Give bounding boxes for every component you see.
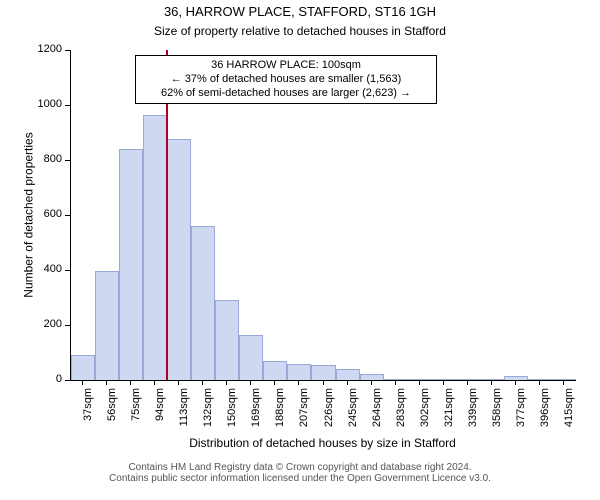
histogram-bar (95, 271, 119, 380)
y-tick-label: 0 (28, 373, 62, 385)
footer-attribution: Contains HM Land Registry data © Crown c… (0, 462, 600, 484)
histogram-bar (119, 149, 143, 380)
x-tick-label: 94sqm (154, 388, 166, 421)
x-tick-mark (130, 380, 131, 385)
x-tick-mark (371, 380, 372, 385)
x-tick-label: 302sqm (419, 388, 431, 427)
x-tick-label: 150sqm (226, 388, 238, 427)
x-tick-label: 321sqm (443, 388, 455, 427)
footer-line-2: Contains public sector information licen… (0, 473, 600, 484)
y-tick-mark (65, 270, 70, 271)
x-tick-mark (82, 380, 83, 385)
y-tick-mark (65, 50, 70, 51)
y-tick-label: 200 (28, 318, 62, 330)
x-tick-mark (298, 380, 299, 385)
x-tick-mark (491, 380, 492, 385)
x-tick-label: 396sqm (539, 388, 551, 427)
annotation-line-2: ← 37% of detached houses are smaller (1,… (142, 73, 430, 87)
x-tick-mark (202, 380, 203, 385)
x-tick-label: 339sqm (467, 388, 479, 427)
x-tick-mark (347, 380, 348, 385)
histogram-bar (71, 355, 95, 380)
x-tick-label: 56sqm (106, 388, 118, 421)
x-tick-label: 169sqm (250, 388, 262, 427)
x-tick-label: 377sqm (515, 388, 527, 427)
x-tick-mark (226, 380, 227, 385)
y-tick-label: 1200 (28, 43, 62, 55)
y-tick-mark (65, 215, 70, 216)
x-tick-label: 415sqm (563, 388, 575, 427)
x-tick-mark (106, 380, 107, 385)
y-tick-mark (65, 325, 70, 326)
histogram-bar (311, 365, 335, 380)
y-tick-label: 800 (28, 153, 62, 165)
y-tick-label: 600 (28, 208, 62, 220)
x-tick-label: 75sqm (130, 388, 142, 421)
x-tick-mark (515, 380, 516, 385)
x-tick-mark (539, 380, 540, 385)
histogram-bar (263, 361, 287, 380)
annotation-box: 36 HARROW PLACE: 100sqm ← 37% of detache… (135, 55, 437, 104)
histogram-bar (143, 115, 167, 380)
y-tick-mark (65, 160, 70, 161)
x-tick-label: 283sqm (395, 388, 407, 427)
x-tick-mark (443, 380, 444, 385)
x-tick-mark (323, 380, 324, 385)
histogram-bar (336, 369, 360, 380)
footer-line-1: Contains HM Land Registry data © Crown c… (0, 462, 600, 473)
x-tick-label: 132sqm (202, 388, 214, 427)
chart-title-line2: Size of property relative to detached ho… (0, 24, 600, 38)
x-tick-label: 264sqm (371, 388, 383, 427)
y-tick-mark (65, 105, 70, 106)
histogram-bar (191, 226, 215, 380)
y-tick-mark (65, 380, 70, 381)
x-tick-mark (395, 380, 396, 385)
histogram-bar (215, 300, 239, 380)
x-tick-mark (178, 380, 179, 385)
chart-title-line1: 36, HARROW PLACE, STAFFORD, ST16 1GH (0, 4, 600, 19)
x-tick-label: 358sqm (491, 388, 503, 427)
x-tick-mark (250, 380, 251, 385)
x-tick-label: 226sqm (323, 388, 335, 427)
annotation-line-1: 36 HARROW PLACE: 100sqm (142, 59, 430, 73)
y-tick-label: 1000 (28, 98, 62, 110)
histogram-bar (167, 139, 191, 380)
x-tick-mark (274, 380, 275, 385)
x-tick-label: 207sqm (298, 388, 310, 427)
x-tick-label: 37sqm (82, 388, 94, 421)
x-tick-mark (154, 380, 155, 385)
histogram-bar (239, 335, 263, 380)
x-tick-mark (563, 380, 564, 385)
x-tick-mark (467, 380, 468, 385)
x-tick-label: 245sqm (347, 388, 359, 427)
x-tick-label: 188sqm (274, 388, 286, 427)
histogram-bar (287, 364, 311, 381)
y-tick-label: 400 (28, 263, 62, 275)
annotation-line-3: 62% of semi-detached houses are larger (… (142, 87, 430, 101)
x-tick-mark (419, 380, 420, 385)
x-tick-label: 113sqm (178, 388, 190, 426)
x-axis-label: Distribution of detached houses by size … (70, 436, 575, 450)
